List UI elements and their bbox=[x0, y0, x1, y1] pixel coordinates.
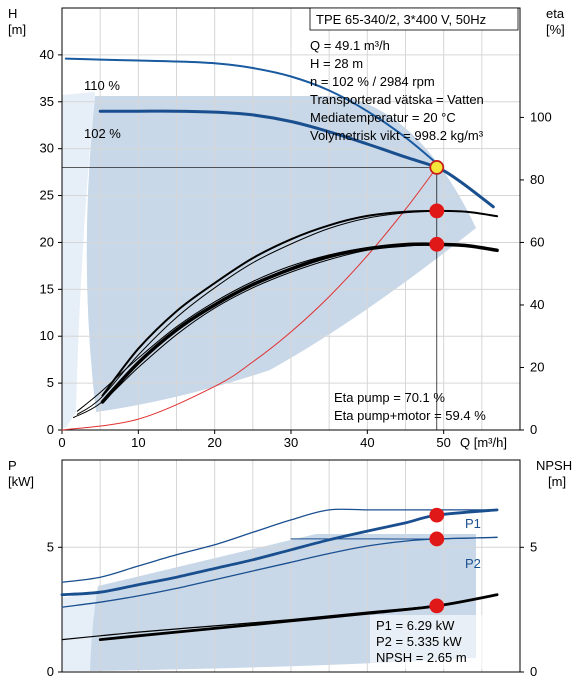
series-line-p2-flat bbox=[290, 536, 498, 540]
x-tick-label: 50 bbox=[436, 435, 450, 450]
npsh-axis-unit: [m] bbox=[548, 474, 566, 489]
marker-op-h bbox=[429, 160, 445, 175]
series-line-eta-system-b bbox=[73, 244, 438, 418]
x-tick-label: 0 bbox=[58, 435, 65, 450]
x-tick-label: 40 bbox=[360, 435, 374, 450]
info-liquid: Transporterad vätska = Vatten bbox=[310, 92, 484, 107]
y-tick-label: 0 bbox=[47, 422, 54, 437]
top-operating-region-light bbox=[62, 92, 95, 428]
y2-tick-label: 80 bbox=[530, 172, 544, 187]
bottom-operating-region-light bbox=[62, 592, 98, 671]
eta-pump-motor-value: Eta pump+motor = 59.4 % bbox=[334, 408, 486, 423]
series-label-p2: P2 bbox=[465, 556, 481, 571]
y-tick-label: 15 bbox=[40, 281, 54, 296]
eta-axis-label: eta bbox=[546, 6, 565, 21]
series-line-p2-line bbox=[61, 536, 498, 608]
top-axis-ticks: 0 5 10 15 20 25 30 35 40 0 20 40 60 80 100 0 10 20 30 40 50 bbox=[40, 47, 552, 450]
y-tick-label: 30 bbox=[40, 141, 54, 156]
y2-tick-label: 60 bbox=[530, 234, 544, 249]
bottom-plot-frame bbox=[61, 459, 521, 673]
bottom-axis-ticks: 0 5 0 5 bbox=[47, 539, 537, 679]
info-flow: Q = 49.1 m³/h bbox=[310, 38, 390, 53]
y2-tick-label: 5 bbox=[530, 539, 537, 554]
value-box bbox=[370, 615, 510, 669]
eta-pump-value: Eta pump = 70.1 % bbox=[334, 390, 445, 405]
y2-tick-label: 20 bbox=[530, 359, 544, 374]
marker-op-p1 bbox=[429, 507, 445, 523]
series-line-p1-max bbox=[61, 508, 498, 583]
top-grid bbox=[62, 8, 520, 430]
p2-value: P2 = 5.335 kW bbox=[376, 634, 462, 649]
y-tick-label: 25 bbox=[40, 188, 54, 203]
info-speed: n = 102 % / 2984 rpm bbox=[310, 74, 435, 89]
p-axis-unit: [kW] bbox=[8, 474, 34, 489]
y-tick-label: 35 bbox=[40, 94, 54, 109]
pump-title-box bbox=[309, 7, 519, 31]
top-operating-region bbox=[86, 96, 476, 412]
curve-label-102: 102 % bbox=[84, 126, 121, 141]
marker-op-p2 bbox=[429, 531, 445, 547]
y-tick-label: 40 bbox=[40, 47, 54, 62]
npsh-axis-label: NPSH bbox=[536, 458, 572, 473]
marker-op-npsh bbox=[429, 598, 445, 614]
curve-label-110: 110 % bbox=[84, 78, 120, 93]
pump-title: TPE 65-340/2, 3*400 V, 50Hz bbox=[316, 12, 486, 27]
y2-tick-label: 0 bbox=[530, 664, 537, 679]
x-tick-label: 10 bbox=[131, 435, 145, 450]
series-line-eta-system-c bbox=[76, 243, 438, 412]
y-tick-label: 5 bbox=[47, 375, 54, 390]
info-head: H = 28 m bbox=[310, 56, 363, 71]
info-temperature: Mediatemperatur = 20 °C bbox=[310, 110, 456, 125]
series-label-p1: P1 bbox=[465, 516, 481, 531]
q-axis-label: Q [m³/h] bbox=[460, 435, 507, 450]
eta-axis-unit: [%] bbox=[546, 22, 565, 37]
x-tick-label: 30 bbox=[284, 435, 298, 450]
y2-tick-label: 0 bbox=[530, 422, 537, 437]
h-axis-label: H bbox=[8, 6, 17, 21]
bottom-operating-markers bbox=[429, 507, 445, 614]
series-line-system-curve bbox=[61, 166, 438, 431]
p-axis-label: P bbox=[8, 458, 17, 473]
marker-op-eta-pump bbox=[429, 203, 445, 219]
x-tick-label: 20 bbox=[207, 435, 221, 450]
info-density: Volymetrisk vikt = 998.2 kg/m³ bbox=[310, 128, 484, 143]
npsh-value: NPSH = 2.65 m bbox=[376, 650, 467, 665]
y2-tick-label: 40 bbox=[530, 297, 544, 312]
series-line-p1 bbox=[60, 508, 499, 597]
p1-value: P1 = 6.29 kW bbox=[376, 618, 455, 633]
h-axis-unit: [m] bbox=[8, 22, 26, 37]
series-line-h-110 bbox=[64, 57, 437, 164]
top-operating-markers bbox=[429, 160, 445, 252]
y2-tick-label: 100 bbox=[530, 109, 552, 124]
y-tick-label: 20 bbox=[40, 234, 54, 249]
y-tick-label: 5 bbox=[47, 539, 54, 554]
y-tick-label: 10 bbox=[40, 328, 54, 343]
y-tick-label: 0 bbox=[47, 664, 54, 679]
marker-op-eta-pm bbox=[429, 236, 445, 252]
